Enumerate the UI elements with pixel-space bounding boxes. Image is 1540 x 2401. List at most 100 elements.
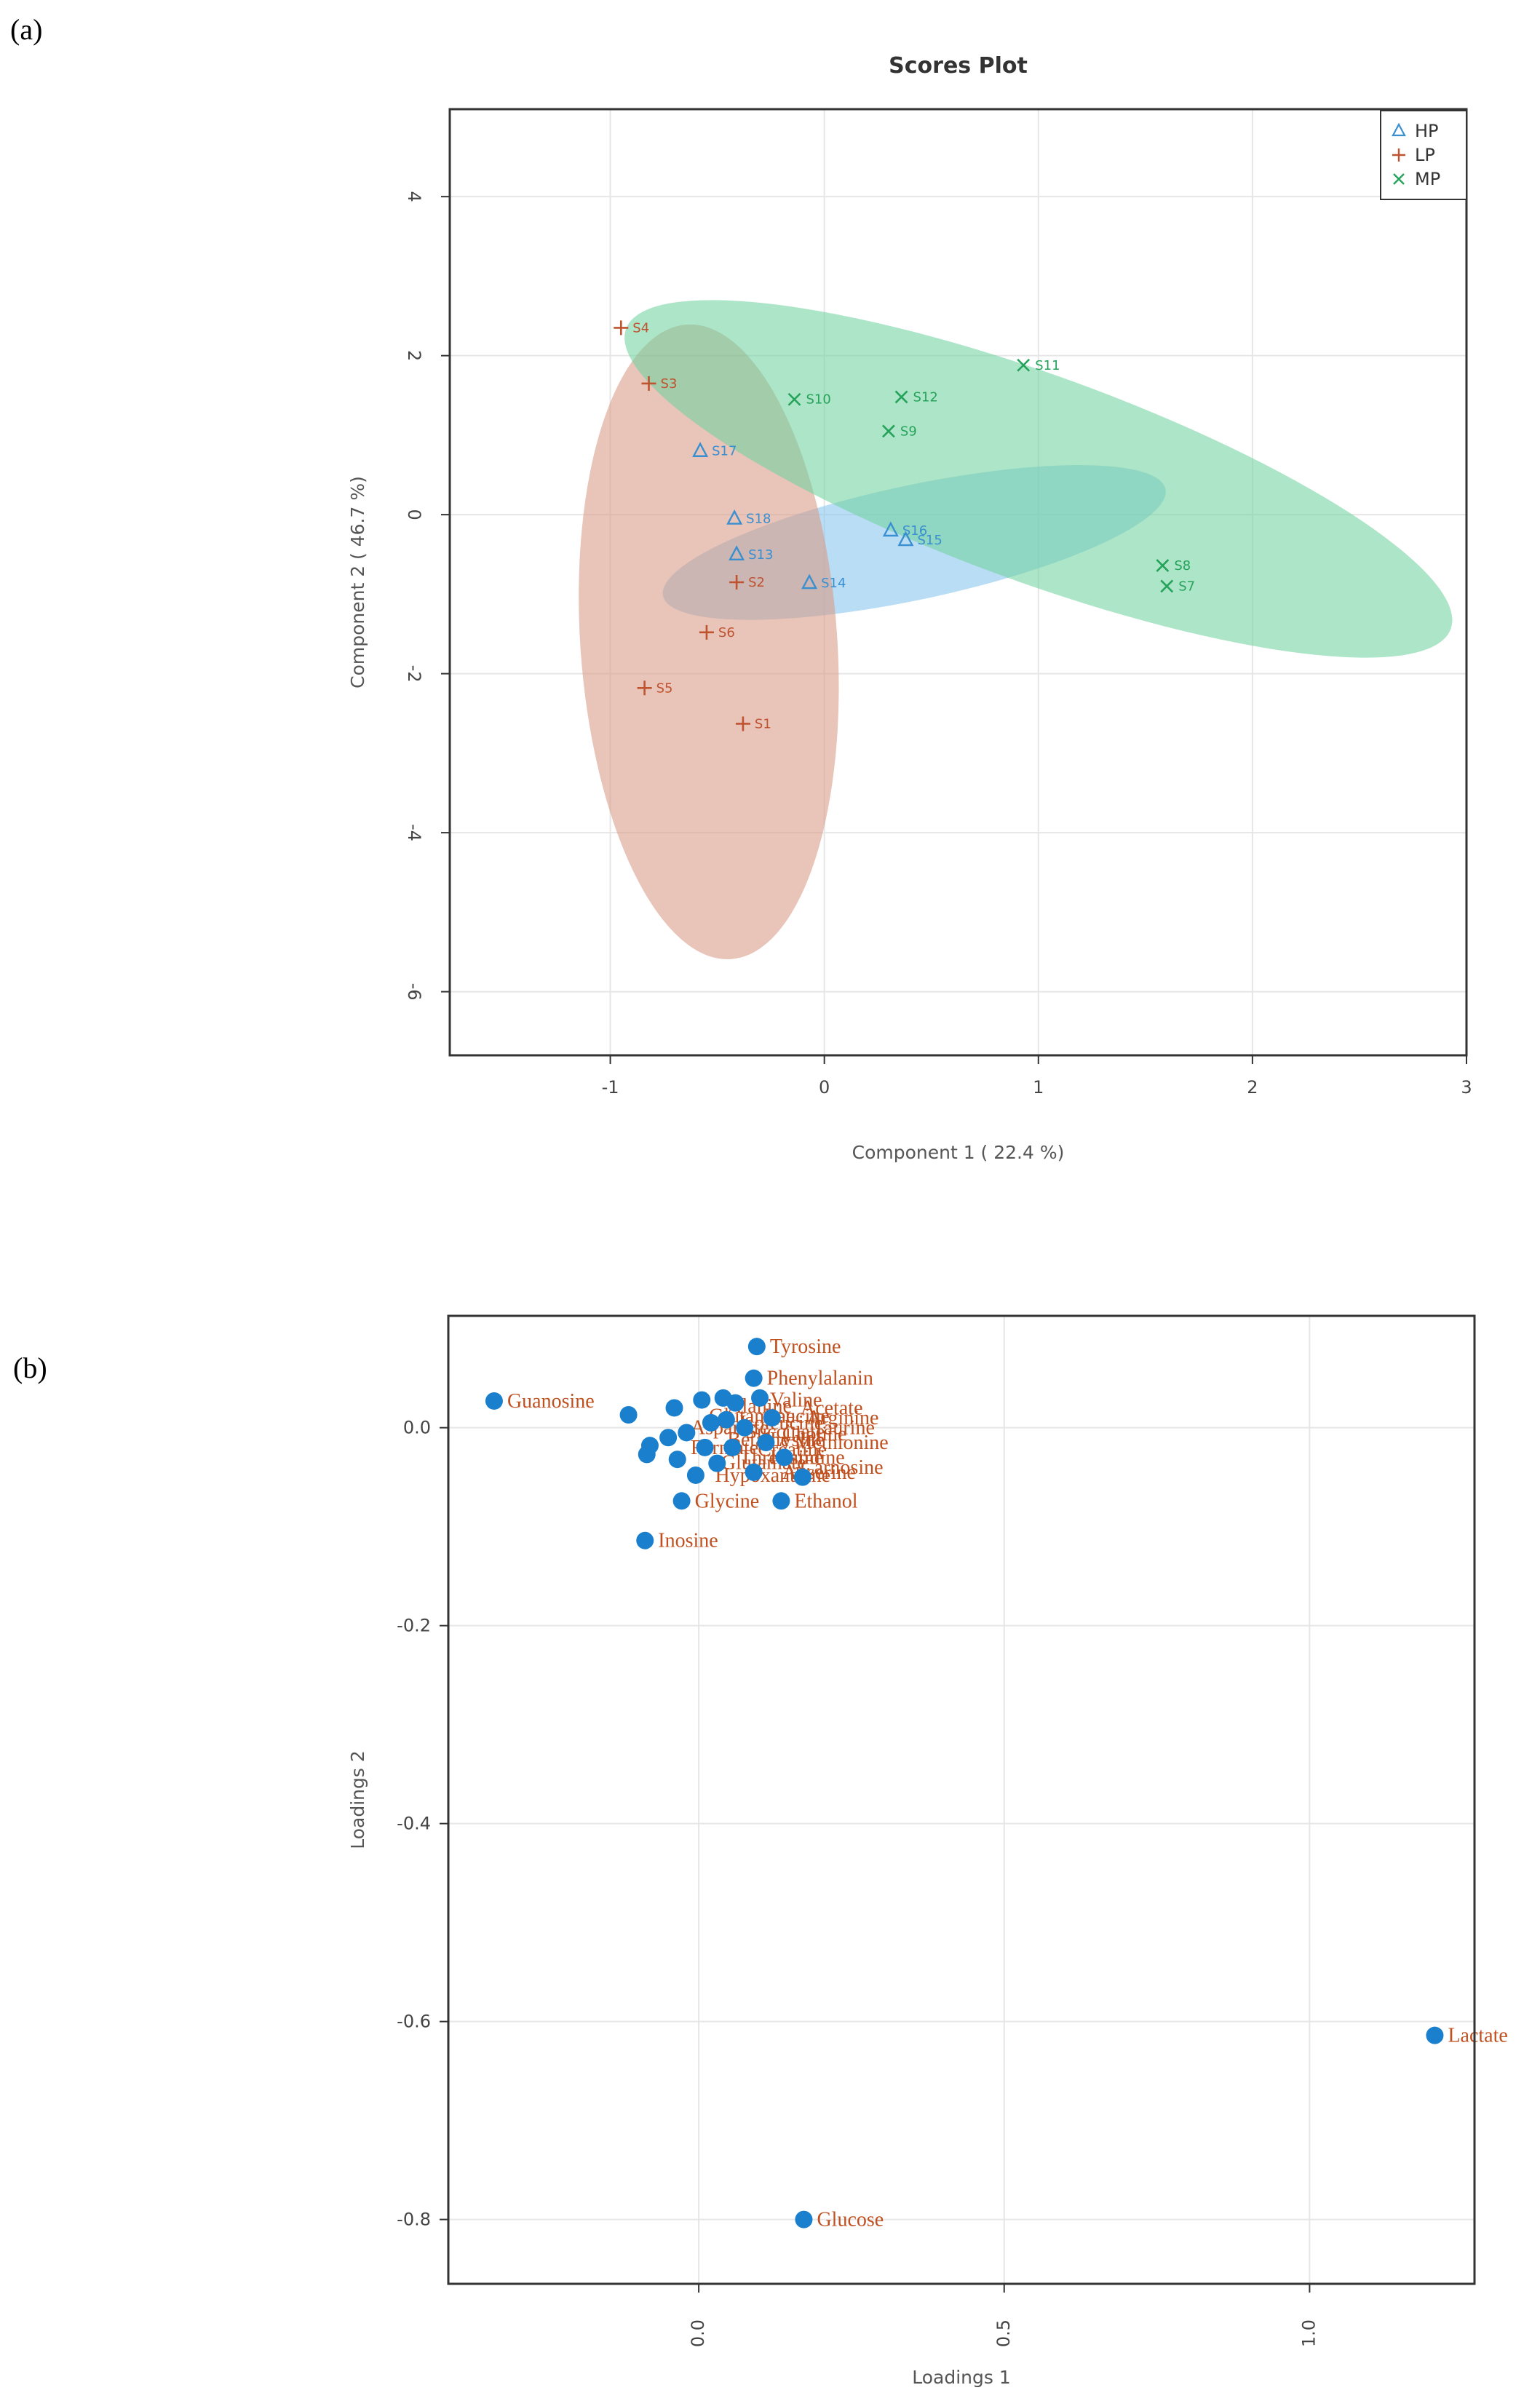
loading-point [795, 2210, 813, 2229]
cluster-label: Isoleucine [739, 1412, 823, 1434]
loading-label: Tyrosine [770, 1336, 841, 1358]
loading-point [736, 1418, 754, 1437]
loading-point [772, 1492, 790, 1510]
x-axis-title: Component 1 ( 22.4 %) [852, 1142, 1065, 1163]
loading-point [717, 1410, 735, 1429]
point-label: S9 [900, 424, 917, 439]
loading-point [1426, 2026, 1444, 2044]
x-tick-label: 1 [1033, 1077, 1044, 1098]
y-tick-label: -2 [404, 665, 424, 683]
cluster-label: Methionine [795, 1432, 889, 1454]
loading-point [757, 1434, 775, 1452]
panel-a-label: (a) [10, 13, 42, 46]
loading-label: Glycine [695, 1490, 760, 1512]
loading-point [726, 1394, 745, 1412]
y-tick-label: 2 [404, 350, 424, 361]
point-label: S18 [746, 512, 771, 527]
point-label: S11 [1035, 358, 1060, 373]
loading-label: Lactate [1448, 2025, 1507, 2047]
scores-plot-title: Scores Plot [889, 53, 1028, 79]
x-axis-title: Loadings 1 [912, 2367, 1011, 2388]
scores-plot: Scores Plot -1 0 1 2 3 -6 -4 -2 0 2 4 S17 S18 S13 S14 S1… [347, 53, 1472, 1163]
point-label: S3 [661, 376, 678, 392]
mp-point [1017, 358, 1031, 372]
scores-legend: HP LP MP [1380, 110, 1467, 200]
loading-point [619, 1405, 638, 1424]
y-tick-label: -0.2 [397, 1616, 431, 1636]
point-label: S16 [902, 523, 927, 539]
lp-point [614, 320, 629, 336]
hp-point [729, 545, 745, 560]
mp-point [1156, 559, 1170, 572]
mp-point [882, 424, 895, 438]
point-label: S10 [806, 392, 831, 408]
loading-point [708, 1454, 726, 1472]
x-tick-label: 0.5 [993, 2319, 1014, 2347]
x-tick-label: 0.0 [688, 2319, 708, 2347]
point-label: S1 [755, 716, 771, 731]
loading-point [696, 1438, 714, 1456]
loading-point [745, 1463, 763, 1481]
y-axis-title: Loadings 2 [347, 1750, 368, 1849]
lp-point [699, 624, 714, 640]
loading-point [665, 1399, 683, 1417]
point-label: S7 [1178, 579, 1195, 594]
loading-point [638, 1445, 656, 1464]
point-label: S15 [917, 533, 942, 548]
cluster-label: Acetate [801, 1397, 863, 1419]
loading-label: Inosine [658, 1530, 718, 1552]
loading-label: Phenylalanin [767, 1368, 873, 1390]
lp-point [729, 575, 745, 590]
x-tick-label: 1.0 [1298, 2319, 1319, 2347]
loading-label: Guanosine [507, 1390, 595, 1413]
mp-point [1160, 579, 1174, 593]
hp-point [692, 442, 709, 457]
loading-point [747, 1338, 766, 1356]
loading-point [686, 1466, 704, 1484]
loading-point [485, 1392, 503, 1410]
point-label: S12 [913, 389, 938, 405]
loading-point [693, 1391, 711, 1409]
legend-mp-marker [1393, 173, 1405, 185]
loadings-plot: 0.00.51.00.0-0.2-0.4-0.6-0.8GlutamineAla… [347, 1314, 1508, 2388]
cluster-label: Choline [782, 1423, 847, 1445]
hp-point [801, 574, 818, 590]
loading-point [636, 1531, 654, 1549]
loading-point [745, 1369, 763, 1387]
legend-mp-label: MP [1415, 169, 1440, 189]
point-label: S8 [1174, 558, 1191, 574]
loading-point [751, 1389, 769, 1407]
x-tick-label: 3 [1461, 1077, 1472, 1098]
y-axis-title: Component 2 ( 46.7 %) [347, 476, 368, 688]
lp-point [641, 376, 656, 391]
legend-lp-label: LP [1415, 145, 1435, 165]
y-tick-label: -4 [404, 824, 424, 841]
hp-point [726, 509, 743, 525]
panel-b-label: (b) [13, 1352, 47, 1384]
y-tick-label: -0.8 [397, 2210, 431, 2230]
cluster-label: Valine [770, 1389, 822, 1412]
y-tick-label: 0.0 [403, 1418, 431, 1438]
cluster-label: Taurine [813, 1417, 875, 1440]
mp-ellipse [624, 300, 1453, 658]
y-tick-label: 0 [404, 509, 424, 520]
loading-point [678, 1424, 696, 1442]
legend-hp-label: HP [1415, 121, 1439, 141]
point-label: S17 [712, 444, 737, 459]
cluster-label: Carnosine [801, 1456, 884, 1479]
mp-point [787, 392, 801, 406]
lp-ellipse [579, 324, 839, 960]
x-tick-label: -1 [602, 1077, 619, 1098]
hp-point [882, 521, 899, 537]
lp-point [735, 716, 750, 731]
loading-point [659, 1429, 678, 1447]
point-label: S6 [718, 625, 735, 640]
y-tick-label: -0.6 [397, 2012, 431, 2032]
loading-point [723, 1438, 742, 1456]
point-label: S4 [632, 320, 649, 336]
loading-label: Glucose [817, 2209, 884, 2231]
legend-hp-marker [1392, 122, 1406, 137]
point-label: S2 [748, 575, 765, 590]
cluster-label: Hypoxanthine [715, 1464, 831, 1487]
